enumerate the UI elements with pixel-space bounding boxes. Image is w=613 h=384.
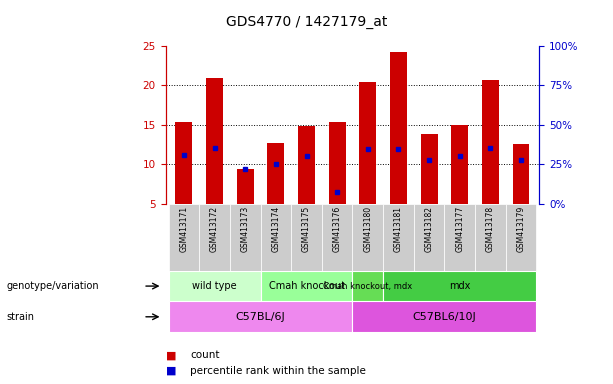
Bar bbox=[261, 204, 291, 271]
Bar bbox=[267, 143, 284, 204]
Bar bbox=[169, 204, 199, 271]
Bar bbox=[444, 204, 475, 271]
Text: GSM413175: GSM413175 bbox=[302, 205, 311, 252]
Bar bbox=[506, 204, 536, 271]
Text: Cmah knockout: Cmah knockout bbox=[268, 281, 345, 291]
Bar bbox=[237, 169, 254, 204]
Text: GSM413174: GSM413174 bbox=[272, 205, 280, 252]
Text: C57BL6/10J: C57BL6/10J bbox=[413, 312, 476, 322]
Bar bbox=[298, 126, 315, 204]
Text: GSM413173: GSM413173 bbox=[241, 205, 249, 252]
Bar bbox=[291, 204, 322, 271]
Bar bbox=[390, 51, 407, 204]
Bar bbox=[482, 80, 499, 204]
Bar bbox=[199, 204, 230, 271]
Text: wild type: wild type bbox=[192, 281, 237, 291]
Text: strain: strain bbox=[6, 312, 34, 322]
Bar bbox=[451, 125, 468, 204]
Bar bbox=[169, 301, 352, 332]
Bar bbox=[414, 204, 444, 271]
Text: GSM413178: GSM413178 bbox=[486, 205, 495, 252]
Bar bbox=[322, 204, 352, 271]
Text: GDS4770 / 1427179_at: GDS4770 / 1427179_at bbox=[226, 15, 387, 29]
Bar bbox=[230, 204, 261, 271]
Text: genotype/variation: genotype/variation bbox=[6, 281, 99, 291]
Bar bbox=[329, 122, 346, 204]
Bar bbox=[261, 271, 352, 301]
Text: GSM413181: GSM413181 bbox=[394, 205, 403, 252]
Text: C57BL/6J: C57BL/6J bbox=[235, 312, 286, 322]
Text: count: count bbox=[190, 350, 219, 360]
Text: GSM413172: GSM413172 bbox=[210, 205, 219, 252]
Bar bbox=[512, 144, 530, 204]
Bar bbox=[352, 204, 383, 271]
Bar bbox=[169, 271, 261, 301]
Text: mdx: mdx bbox=[449, 281, 470, 291]
Bar bbox=[206, 78, 223, 204]
Text: GSM413182: GSM413182 bbox=[425, 205, 433, 252]
Text: GSM413177: GSM413177 bbox=[455, 205, 464, 252]
Bar bbox=[352, 301, 536, 332]
Bar bbox=[383, 271, 536, 301]
Bar bbox=[359, 81, 376, 204]
Text: percentile rank within the sample: percentile rank within the sample bbox=[190, 366, 366, 376]
Text: ■: ■ bbox=[166, 350, 176, 360]
Bar bbox=[475, 204, 506, 271]
Text: GSM413171: GSM413171 bbox=[180, 205, 188, 252]
Bar bbox=[175, 122, 192, 204]
Text: GSM413180: GSM413180 bbox=[364, 205, 372, 252]
Bar bbox=[352, 271, 383, 301]
Text: Cmah knockout, mdx: Cmah knockout, mdx bbox=[323, 281, 413, 291]
Bar bbox=[383, 204, 414, 271]
Text: GSM413176: GSM413176 bbox=[333, 205, 341, 252]
Bar bbox=[421, 134, 438, 204]
Text: GSM413179: GSM413179 bbox=[517, 205, 525, 252]
Text: ■: ■ bbox=[166, 366, 176, 376]
